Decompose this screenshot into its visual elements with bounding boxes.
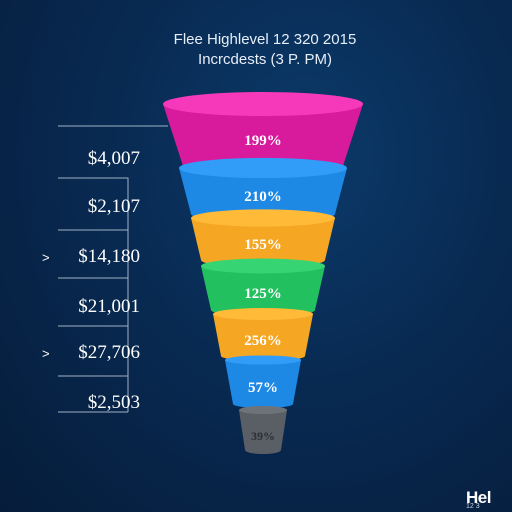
funnel-stages: 199% 210% 155% 125% 256% 57% 39% bbox=[163, 92, 363, 454]
funnel-segment bbox=[225, 360, 301, 408]
guide-lines bbox=[58, 125, 168, 413]
funnel-stage-2: 210% bbox=[179, 157, 347, 223]
chart-subtitle: Incrcdests (3 P. PM) bbox=[198, 51, 332, 68]
funnel-stage-6: 57% bbox=[225, 355, 301, 408]
funnel-segment bbox=[239, 410, 287, 454]
stage-value-label: $4,007 bbox=[87, 148, 140, 169]
funnel-stage-7: 39% bbox=[239, 406, 287, 454]
chevron-right-icon: > bbox=[42, 250, 50, 265]
stage-percent-label: 39% bbox=[251, 429, 275, 443]
funnel-segment-rim bbox=[239, 406, 287, 414]
funnel-segment-rim bbox=[163, 92, 363, 116]
funnel-segment bbox=[201, 266, 325, 317]
funnel-segment-rim bbox=[191, 209, 335, 227]
funnel-stage-5: 256% bbox=[213, 308, 313, 362]
value-guide-lines bbox=[58, 125, 168, 413]
stage-percent-label: 125% bbox=[244, 286, 282, 302]
funnel-stage-4: 125% bbox=[201, 258, 325, 317]
stage-value-label: $21,001 bbox=[78, 296, 140, 317]
stage-percent-label: 199% bbox=[244, 133, 282, 149]
stage-value-label: $2,503 bbox=[87, 392, 140, 413]
stage-percent-label: 256% bbox=[244, 333, 282, 349]
funnel-segment-rim bbox=[179, 157, 347, 179]
stage-value-label: $27,706 bbox=[78, 342, 140, 363]
chart-title-block: Flee Highlevel 12 320 2015 Incrcdests (3… bbox=[120, 30, 410, 70]
stage-value-label: $14,180 bbox=[78, 246, 140, 267]
funnel-segment-rim bbox=[201, 258, 325, 274]
stage-percent-label: 155% bbox=[244, 237, 282, 253]
funnel-segment bbox=[163, 104, 363, 176]
chevron-right-icon: > bbox=[42, 346, 50, 361]
funnel-segment bbox=[179, 168, 347, 223]
brand-logo: Hel bbox=[466, 488, 491, 507]
funnel-segment bbox=[213, 314, 313, 362]
brand-logo-sub: 12 3 bbox=[466, 503, 480, 510]
stage-percent-label: 57% bbox=[248, 380, 278, 396]
funnel-segment-rim bbox=[225, 355, 301, 365]
stage-percent-label: 210% bbox=[244, 189, 282, 205]
funnel-segment bbox=[191, 218, 335, 268]
funnel-stage-1: 199% bbox=[163, 92, 363, 176]
chart-title: Flee Highlevel 12 320 2015 bbox=[173, 31, 357, 48]
funnel-segment-rim bbox=[213, 308, 313, 320]
funnel-stage-3: 155% bbox=[191, 209, 335, 268]
stage-value-label: $2,107 bbox=[87, 196, 140, 217]
